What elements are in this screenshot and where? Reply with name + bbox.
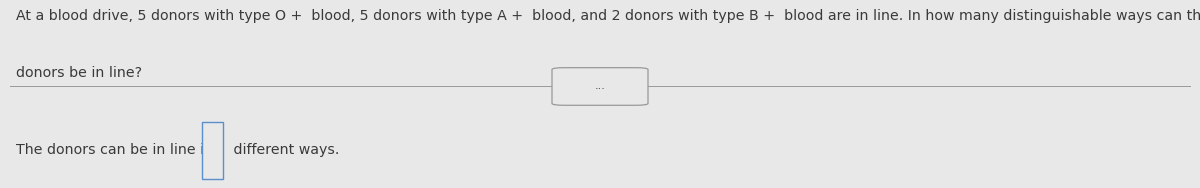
Text: At a blood drive, 5 donors with type O +  blood, 5 donors with type A +  blood, : At a blood drive, 5 donors with type O +… <box>16 9 1200 23</box>
Text: ...: ... <box>594 81 606 92</box>
Text: donors be in line?: donors be in line? <box>16 66 142 80</box>
Text: different ways.: different ways. <box>229 143 340 157</box>
Text: The donors can be in line in: The donors can be in line in <box>16 143 217 157</box>
Bar <box>202 122 223 179</box>
FancyBboxPatch shape <box>552 68 648 105</box>
